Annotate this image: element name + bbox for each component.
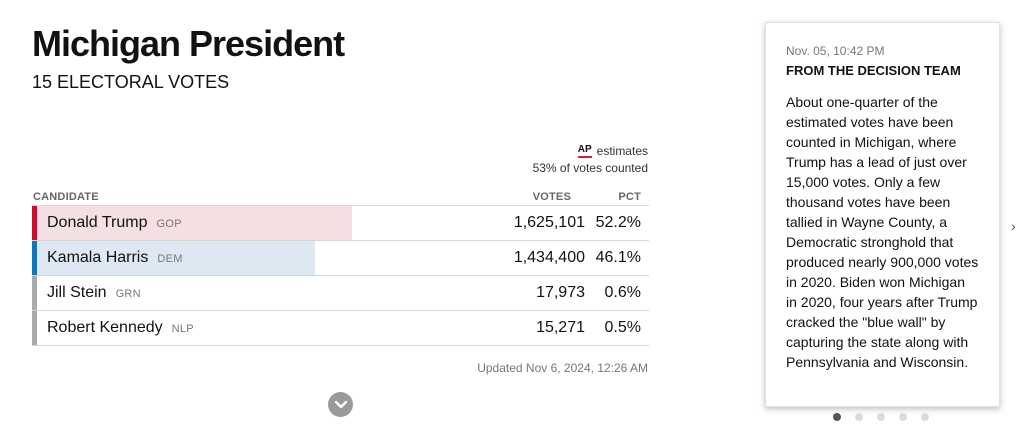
vote-share-bar <box>32 241 315 275</box>
candidate-pct: 0.5% <box>604 319 641 336</box>
party-color-stripe <box>32 276 37 310</box>
carousel-dot[interactable] <box>877 413 885 421</box>
chevron-right-icon[interactable]: › <box>1011 218 1016 234</box>
candidate-row: Jill Stein GRN 17,973 0.6% <box>32 276 649 311</box>
party-label: NLP <box>171 323 194 335</box>
chevron-down-icon <box>334 400 347 408</box>
candidate-pct: 46.1% <box>595 249 641 266</box>
ap-logo: AP <box>577 144 592 158</box>
candidate-row: Kamala Harris DEM 1,434,400 46.1% <box>32 241 649 276</box>
decision-team-note-card: Nov. 05, 10:42 PM FROM THE DECISION TEAM… <box>765 22 1000 407</box>
party-color-stripe <box>32 311 37 345</box>
header-pct: PCT <box>618 190 641 203</box>
votes-counted-label: 53% of votes counted <box>532 161 648 175</box>
results-table: CANDIDATE VOTES PCT Donald Trump GOP 1,625… <box>32 188 649 346</box>
vote-share-bar <box>32 206 352 240</box>
candidate-name-cell: Donald Trump GOP <box>32 214 483 232</box>
party-color-stripe <box>32 206 37 240</box>
updated-timestamp: Updated Nov 6, 2024, 12:26 AM <box>477 361 648 375</box>
carousel-dot[interactable] <box>899 413 907 421</box>
party-label: GOP <box>156 218 182 230</box>
candidate-votes: 1,434,400 <box>513 249 585 266</box>
candidate-row: Robert Kennedy NLP 15,271 0.5% <box>32 311 649 346</box>
note-timestamp: Nov. 05, 10:42 PM <box>786 44 885 58</box>
candidate-votes: 1,625,101 <box>513 214 585 231</box>
candidate-pct: 0.6% <box>604 284 641 301</box>
results-header-row: CANDIDATE VOTES PCT <box>32 188 649 206</box>
carousel-dot[interactable] <box>833 413 841 421</box>
candidate-pct: 52.2% <box>595 214 641 231</box>
candidate-name: Donald Trump <box>47 214 148 231</box>
expand-results-button[interactable] <box>328 392 353 417</box>
header-votes: VOTES <box>532 190 571 203</box>
candidate-name: Kamala Harris <box>47 249 149 266</box>
candidate-votes: 15,271 <box>536 319 585 336</box>
party-color-stripe <box>32 241 37 275</box>
candidate-name-cell: Jill Stein GRN <box>32 284 483 302</box>
electoral-votes-label: 15 ELECTORAL VOTES <box>32 72 230 92</box>
candidate-row: Donald Trump GOP 1,625,101 52.2% <box>32 206 649 241</box>
header-candidate: CANDIDATE <box>33 190 99 203</box>
estimates-label: estimates <box>596 144 648 158</box>
race-title: Michigan President <box>32 23 345 64</box>
note-body: About one-quarter of the estimated votes… <box>786 94 979 370</box>
note-heading: FROM THE DECISION TEAM <box>786 63 961 78</box>
carousel-dot[interactable] <box>855 413 863 421</box>
carousel-dot[interactable] <box>921 413 929 421</box>
candidate-name-cell: Robert Kennedy NLP <box>32 319 483 337</box>
carousel-pagination <box>833 413 929 421</box>
candidate-votes: 17,973 <box>536 284 585 301</box>
ap-estimates: AP estimates <box>577 144 648 158</box>
candidate-name: Jill Stein <box>47 284 107 301</box>
party-label: DEM <box>157 253 183 265</box>
candidate-name-cell: Kamala Harris DEM <box>32 249 483 267</box>
party-label: GRN <box>115 288 141 300</box>
candidate-name: Robert Kennedy <box>47 319 163 336</box>
